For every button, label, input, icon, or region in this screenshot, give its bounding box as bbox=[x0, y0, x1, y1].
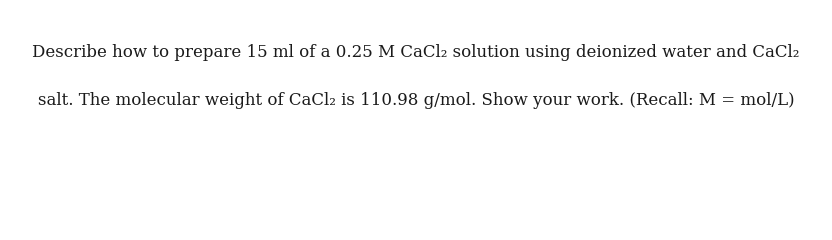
Text: salt. The molecular weight of CaCl₂ is 110.98 g/mol. Show your work. (Recall: M : salt. The molecular weight of CaCl₂ is 1… bbox=[37, 92, 795, 109]
Text: Describe how to prepare 15 ml of a 0.25 M CaCl₂ solution using deionized water a: Describe how to prepare 15 ml of a 0.25 … bbox=[32, 44, 800, 61]
